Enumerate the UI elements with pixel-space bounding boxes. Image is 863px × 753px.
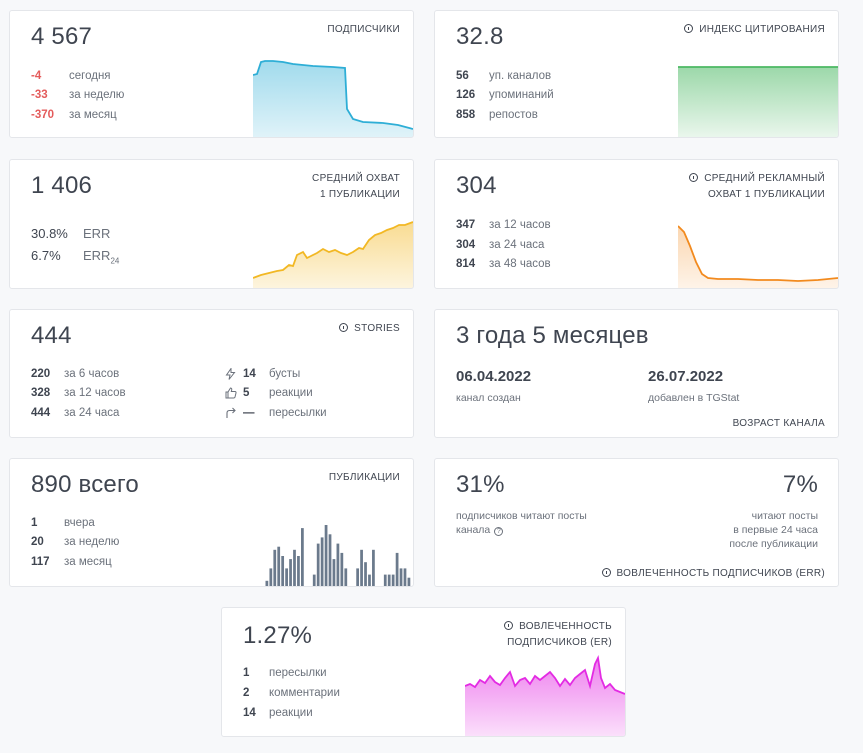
age-value: 3 года 5 месяцев: [456, 322, 649, 349]
info-icon[interactable]: [504, 621, 514, 630]
ad-reach-title: СРЕДНИЙ РЕКЛАМНЫЙ ОХВАТ 1 ПУБЛИКАЦИИ: [689, 171, 825, 203]
question-icon[interactable]: ?: [494, 527, 504, 536]
publications-value: 890 всего: [31, 471, 139, 498]
publication-bar: [285, 568, 288, 586]
reach-title: СРЕДНИЙ ОХВАТ 1 ПУБЛИКАЦИИ: [312, 173, 400, 200]
stories-value: 444: [31, 322, 72, 349]
publication-bar: [269, 568, 273, 586]
publication-bar: [293, 549, 296, 586]
subscribers-value: 4 567: [31, 23, 93, 50]
publication-bar: [336, 543, 340, 586]
subscribers-title: ПОДПИСЧИКИ: [327, 24, 400, 35]
publication-bar: [391, 574, 395, 586]
info-icon[interactable]: [689, 173, 699, 182]
citation-chart: [678, 66, 838, 137]
engagement-er-card[interactable]: 1.27% ВОВЛЕЧЕННОСТЬ ПОДПИСЧИКОВ (ER) 1 п…: [221, 607, 626, 737]
reach-chart: [253, 221, 413, 288]
subscribers-card[interactable]: 4 567 ПОДПИСЧИКИ -4 сегодня -33 за недел…: [9, 10, 414, 138]
added-label: добавлен в TGStat: [648, 392, 740, 404]
publication-bar: [277, 546, 281, 586]
publication-bar: [387, 574, 391, 586]
err-row: 30.8% ERR: [31, 226, 111, 241]
stories-title: STORIES: [339, 321, 400, 337]
publication-bar: [356, 568, 360, 586]
publication-bar: [320, 537, 324, 586]
publication-bar: [407, 577, 411, 586]
ad-reach-chart: [678, 225, 838, 288]
reach-card[interactable]: 1 406 СРЕДНИЙ ОХВАТ 1 ПУБЛИКАЦИИ 30.8% E…: [9, 159, 414, 289]
publications-card[interactable]: 890 всего ПУБЛИКАЦИИ 1 вчера 20 за недел…: [9, 458, 414, 587]
publication-bar: [281, 556, 285, 586]
er-chart: [465, 655, 625, 736]
reach-value: 1 406: [31, 172, 93, 199]
publication-bar: [324, 525, 328, 586]
ad-reach-card[interactable]: 304 СРЕДНИЙ РЕКЛАМНЫЙ ОХВАТ 1 ПУБЛИКАЦИИ…: [434, 159, 839, 289]
err24-row: 6.7% ERR24: [31, 248, 120, 266]
publication-bar: [372, 549, 375, 586]
publication-bar: [328, 534, 332, 586]
publication-bar: [301, 528, 304, 586]
publication-bar: [289, 559, 292, 586]
citation-title: ИНДЕКС ЦИТИРОВАНИЯ: [684, 22, 825, 38]
info-icon[interactable]: [601, 568, 611, 577]
err-left-value: 31%: [456, 471, 505, 498]
engagement-err-card[interactable]: 31% подписчиков читают посты канала? 7% …: [434, 458, 839, 587]
publications-chart: [265, 525, 411, 586]
publication-bar: [395, 552, 399, 586]
publication-bar: [297, 556, 300, 586]
publication-bar: [344, 568, 348, 586]
publication-bar: [383, 574, 387, 586]
citation-value: 32.8: [456, 23, 504, 50]
err-footer: ВОВЛЕЧЕННОСТЬ ПОДПИСЧИКОВ (ERR): [601, 566, 825, 582]
created-label: канал создан: [456, 392, 521, 404]
publication-bar: [312, 574, 316, 586]
subscribers-chart: [253, 60, 413, 137]
err-right-value: 7%: [782, 471, 818, 498]
info-icon[interactable]: [339, 323, 349, 332]
publication-bar: [368, 574, 371, 586]
err-left-text: подписчиков читают посты канала?: [456, 510, 587, 536]
share-arrow-icon: [226, 407, 236, 418]
publication-bar: [360, 549, 363, 586]
publication-bar: [265, 580, 269, 586]
publication-bar: [273, 549, 277, 586]
ad-reach-value: 304: [456, 172, 497, 199]
citation-card[interactable]: 32.8 ИНДЕКС ЦИТИРОВАНИЯ 56 уп. каналов 1…: [434, 10, 839, 138]
publication-bar: [340, 552, 344, 586]
er-title: ВОВЛЕЧЕННОСТЬ ПОДПИСЧИКОВ (ER): [504, 619, 612, 651]
stories-card[interactable]: 444 STORIES 220 за 6 часов 328 за 12 час…: [9, 309, 414, 438]
thumbs-up-icon: [225, 387, 237, 399]
age-footer: ВОЗРАСТ КАНАЛА: [732, 418, 825, 429]
publication-bar: [364, 562, 367, 586]
publication-bar: [316, 543, 320, 586]
info-icon[interactable]: [684, 24, 694, 33]
publications-title: ПУБЛИКАЦИИ: [328, 472, 400, 483]
lightning-icon: [225, 368, 236, 380]
er-value: 1.27%: [243, 622, 313, 649]
created-date: 06.04.2022: [456, 368, 532, 385]
publication-bar: [403, 568, 407, 586]
publication-bar: [399, 568, 403, 586]
publication-bar: [332, 559, 336, 586]
err-right-text: читают посты в первые 24 часа после публ…: [729, 510, 818, 550]
added-date: 26.07.2022: [648, 368, 724, 385]
age-card[interactable]: 3 года 5 месяцев 06.04.2022 канал создан…: [434, 309, 839, 438]
